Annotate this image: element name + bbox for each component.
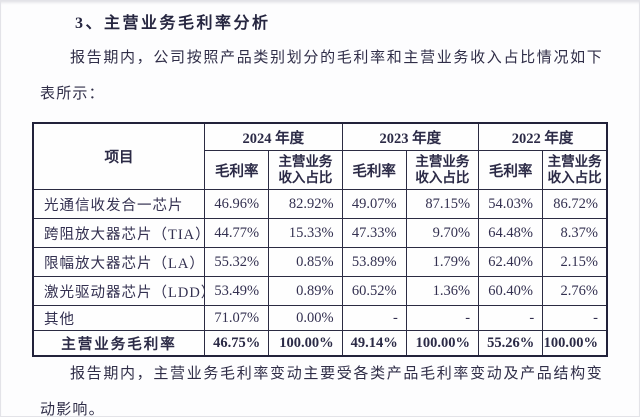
cell-margin-2024: 53.49% bbox=[204, 276, 270, 306]
header-item: 项目 bbox=[32, 122, 206, 190]
cell-share-2023: 1.36% bbox=[405, 276, 480, 306]
cell-share-2023: 1.79% bbox=[405, 247, 480, 277]
row-label: 光通信收发合一芯片 bbox=[32, 189, 206, 219]
total-row-label: 主营业务毛利率 bbox=[32, 330, 206, 357]
cell-margin-2022: - bbox=[478, 305, 544, 331]
cell-margin-2023: 47.33% bbox=[341, 218, 407, 248]
cell-margin-2022: 60.40% bbox=[478, 276, 544, 306]
cell-margin-2024: 46.96% bbox=[204, 189, 270, 219]
section-heading: 3、主营业务毛利率分析 bbox=[75, 15, 271, 32]
header-share-line1: 主营业务 bbox=[547, 154, 602, 169]
table-header-year-row: 项目 2024 年度 2023 年度 2022 年度 bbox=[32, 122, 608, 190]
table-row-total: 主营业务毛利率 46.75% 100.00% 49.14% 100.00% 55… bbox=[32, 330, 608, 357]
cell-share-2022: 100.00% bbox=[542, 330, 608, 357]
gross-margin-table: 项目 2024 年度 2023 年度 2022 年度 毛利率 主营业务 收入占比… bbox=[32, 122, 608, 357]
footer-paragraph: 报告期内，主营业务毛利率变动主要受各类产品毛利率变动及产品结构变动影响。 bbox=[40, 366, 603, 417]
cell-share-2022: 2.15% bbox=[542, 247, 608, 277]
cell-margin-2022: 62.40% bbox=[478, 247, 544, 277]
header-margin-2024: 毛利率 bbox=[204, 150, 270, 190]
cell-margin-2024: 71.07% bbox=[204, 305, 270, 331]
cell-share-2023: 9.70% bbox=[405, 218, 480, 248]
header-share-2024: 主营业务 收入占比 bbox=[268, 150, 343, 190]
header-share-2023: 主营业务 收入占比 bbox=[405, 150, 480, 190]
header-share-line1: 主营业务 bbox=[278, 154, 333, 169]
table-row-la-chip: 限幅放大器芯片（LA） 55.32% 0.85% 53.89% 1.79% 62… bbox=[32, 247, 608, 277]
table-row-other: 其他 71.07% 0.00% - - - - bbox=[32, 305, 608, 331]
cell-share-2022: 86.72% bbox=[542, 189, 608, 219]
cell-share-2024: 0.89% bbox=[268, 276, 343, 306]
header-year-2024: 2024 年度 bbox=[204, 122, 343, 151]
cell-margin-2024: 55.32% bbox=[204, 247, 270, 277]
cell-share-2022: - bbox=[542, 305, 608, 331]
cell-margin-2023: - bbox=[341, 305, 407, 331]
cell-margin-2024: 46.75% bbox=[204, 330, 270, 357]
cell-share-2024: 100.00% bbox=[268, 330, 343, 357]
cell-margin-2024: 44.77% bbox=[204, 218, 270, 248]
cell-share-2024: 15.33% bbox=[268, 218, 343, 248]
cell-share-2023: 100.00% bbox=[405, 330, 480, 357]
table-row-optical-transceiver-chip: 光通信收发合一芯片 46.96% 82.92% 49.07% 87.15% 54… bbox=[32, 189, 608, 219]
header-share-line2: 收入占比 bbox=[415, 170, 470, 185]
row-label: 激光驱动器芯片（LDD） bbox=[32, 276, 206, 306]
header-margin-2022: 毛利率 bbox=[478, 150, 544, 190]
cell-margin-2022: 55.26% bbox=[478, 330, 544, 357]
cell-margin-2022: 64.48% bbox=[478, 218, 544, 248]
cell-share-2024: 82.92% bbox=[268, 189, 343, 219]
table-row-tia-chip: 跨阻放大器芯片（TIA） 44.77% 15.33% 47.33% 9.70% … bbox=[32, 218, 608, 248]
header-share-line2: 收入占比 bbox=[547, 170, 602, 185]
header-share-line2: 收入占比 bbox=[278, 170, 333, 185]
header-year-2022: 2022 年度 bbox=[478, 122, 608, 151]
table-row-ldd-chip: 激光驱动器芯片（LDD） 53.49% 0.89% 60.52% 1.36% 6… bbox=[32, 276, 608, 306]
row-label: 限幅放大器芯片（LA） bbox=[32, 247, 206, 277]
row-label: 跨阻放大器芯片（TIA） bbox=[32, 218, 206, 248]
cell-share-2022: 8.37% bbox=[542, 218, 608, 248]
header-share-2022: 主营业务 收入占比 bbox=[542, 150, 608, 190]
header-margin-2023: 毛利率 bbox=[341, 150, 407, 190]
header-year-2023: 2023 年度 bbox=[341, 122, 480, 151]
cell-share-2023: 87.15% bbox=[405, 189, 480, 219]
cell-margin-2023: 60.52% bbox=[341, 276, 407, 306]
row-label: 其他 bbox=[32, 305, 206, 331]
cell-share-2024: 0.00% bbox=[268, 305, 343, 331]
cell-share-2022: 2.76% bbox=[542, 276, 608, 306]
header-share-line1: 主营业务 bbox=[415, 154, 470, 169]
cell-share-2024: 0.85% bbox=[268, 247, 343, 277]
cell-margin-2023: 53.89% bbox=[341, 247, 407, 277]
cell-margin-2023: 49.14% bbox=[341, 330, 407, 357]
table-header-sub-row: 毛利率 主营业务 收入占比 毛利率 主营业务 收入占比 毛利率 主营业务 收入占… bbox=[33, 150, 608, 190]
intro-paragraph: 报告期内，公司按照产品类别划分的毛利率和主营业务收入占比情况如下表所示： bbox=[40, 50, 603, 102]
cell-margin-2022: 54.03% bbox=[478, 189, 544, 219]
cell-share-2023: - bbox=[405, 305, 480, 331]
cell-margin-2023: 49.07% bbox=[341, 189, 407, 219]
